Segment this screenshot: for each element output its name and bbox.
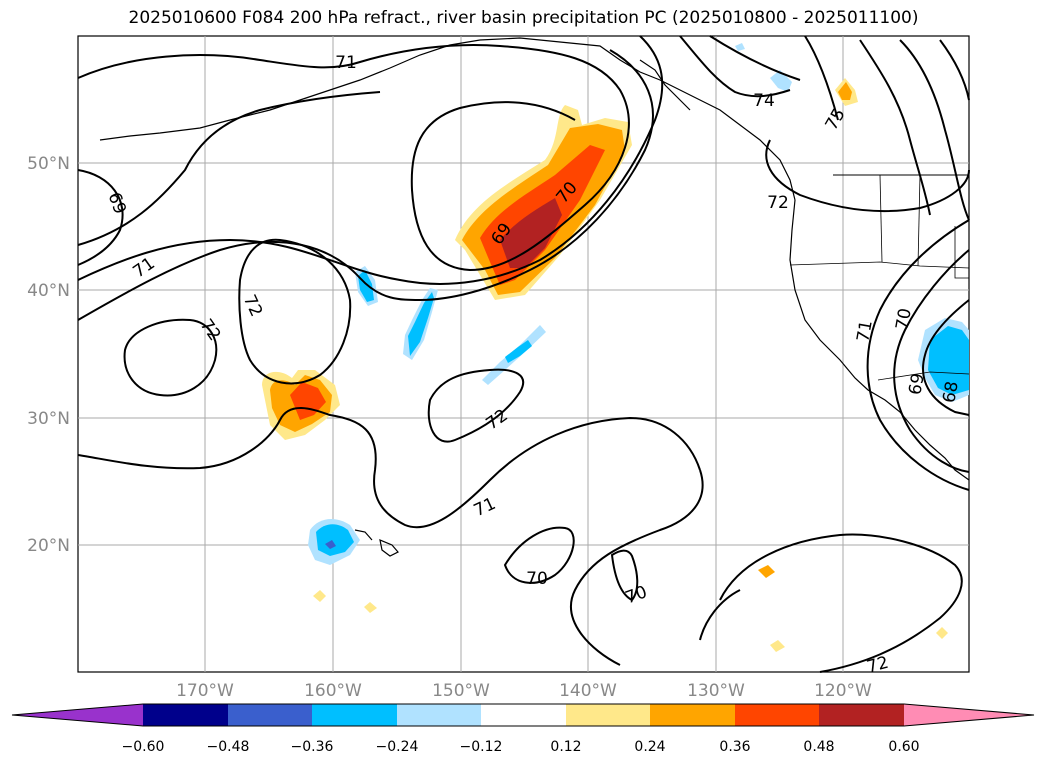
contour-label: 74 bbox=[753, 91, 775, 111]
colorbar-swatch bbox=[650, 704, 735, 726]
lon-tick-label: 170°W bbox=[176, 681, 234, 701]
lon-axis: 170°W 160°W 150°W 140°W 130°W 120°W bbox=[176, 681, 872, 701]
colorbar-label: −0.36 bbox=[291, 739, 334, 755]
colorbar-label: −0.60 bbox=[122, 739, 165, 755]
colorbar-label: 0.24 bbox=[634, 739, 665, 755]
contour-label: 71 bbox=[335, 53, 357, 73]
shading-positive bbox=[262, 78, 948, 652]
contours bbox=[77, 35, 970, 673]
lon-tick-label: 160°W bbox=[304, 681, 362, 701]
colorbar-extend-low bbox=[12, 704, 143, 726]
colorbar-swatch bbox=[312, 704, 397, 726]
lon-tick-label: 120°W bbox=[814, 681, 872, 701]
colorbar-label: 0.36 bbox=[719, 739, 750, 755]
colorbar-label: 0.48 bbox=[803, 739, 834, 755]
contour-label: 71 bbox=[853, 319, 876, 344]
colorbar-swatch bbox=[228, 704, 312, 726]
contour-labels: 71 74 75 69 71 72 72 69 70 72 72 71 70 7… bbox=[104, 53, 963, 678]
lat-tick-label: 20°N bbox=[27, 536, 70, 556]
colorbar-swatch bbox=[397, 704, 481, 726]
colorbar-label: 0.60 bbox=[888, 739, 919, 755]
colorbar: −0.60 −0.48 −0.36 −0.24 −0.12 0.12 0.24 … bbox=[11, 703, 1035, 755]
chart-title: 2025010600 F084 200 hPa refract., river … bbox=[128, 8, 919, 28]
colorbar-label: −0.24 bbox=[376, 739, 419, 755]
map-panel: 71 74 75 69 71 72 72 69 70 72 72 71 70 7… bbox=[27, 35, 970, 701]
colorbar-swatch bbox=[566, 704, 650, 726]
colorbar-label: −0.12 bbox=[460, 739, 503, 755]
colorbar-swatch bbox=[819, 704, 904, 726]
lat-tick-label: 30°N bbox=[27, 409, 70, 429]
colorbar-swatch bbox=[735, 704, 819, 726]
lat-tick-label: 40°N bbox=[27, 281, 70, 301]
colorbar-swatch bbox=[481, 704, 566, 726]
lat-axis: 50°N 40°N 30°N 20°N bbox=[27, 154, 70, 556]
colorbar-swatch bbox=[143, 704, 228, 726]
contour-label: 69 bbox=[905, 372, 928, 397]
lon-tick-label: 130°W bbox=[687, 681, 745, 701]
colorbar-label: 0.12 bbox=[550, 739, 581, 755]
lat-tick-label: 50°N bbox=[27, 154, 70, 174]
contour-label: 70 bbox=[526, 569, 548, 589]
colorbar-extend-high bbox=[904, 704, 1034, 726]
contour-label: 68 bbox=[939, 380, 962, 405]
contour-label: 70 bbox=[892, 307, 915, 332]
lon-tick-label: 150°W bbox=[432, 681, 490, 701]
colorbar-outline bbox=[11, 703, 1035, 727]
lon-tick-label: 140°W bbox=[559, 681, 617, 701]
contour-label: 72 bbox=[767, 193, 789, 213]
colorbar-label: −0.48 bbox=[207, 739, 250, 755]
